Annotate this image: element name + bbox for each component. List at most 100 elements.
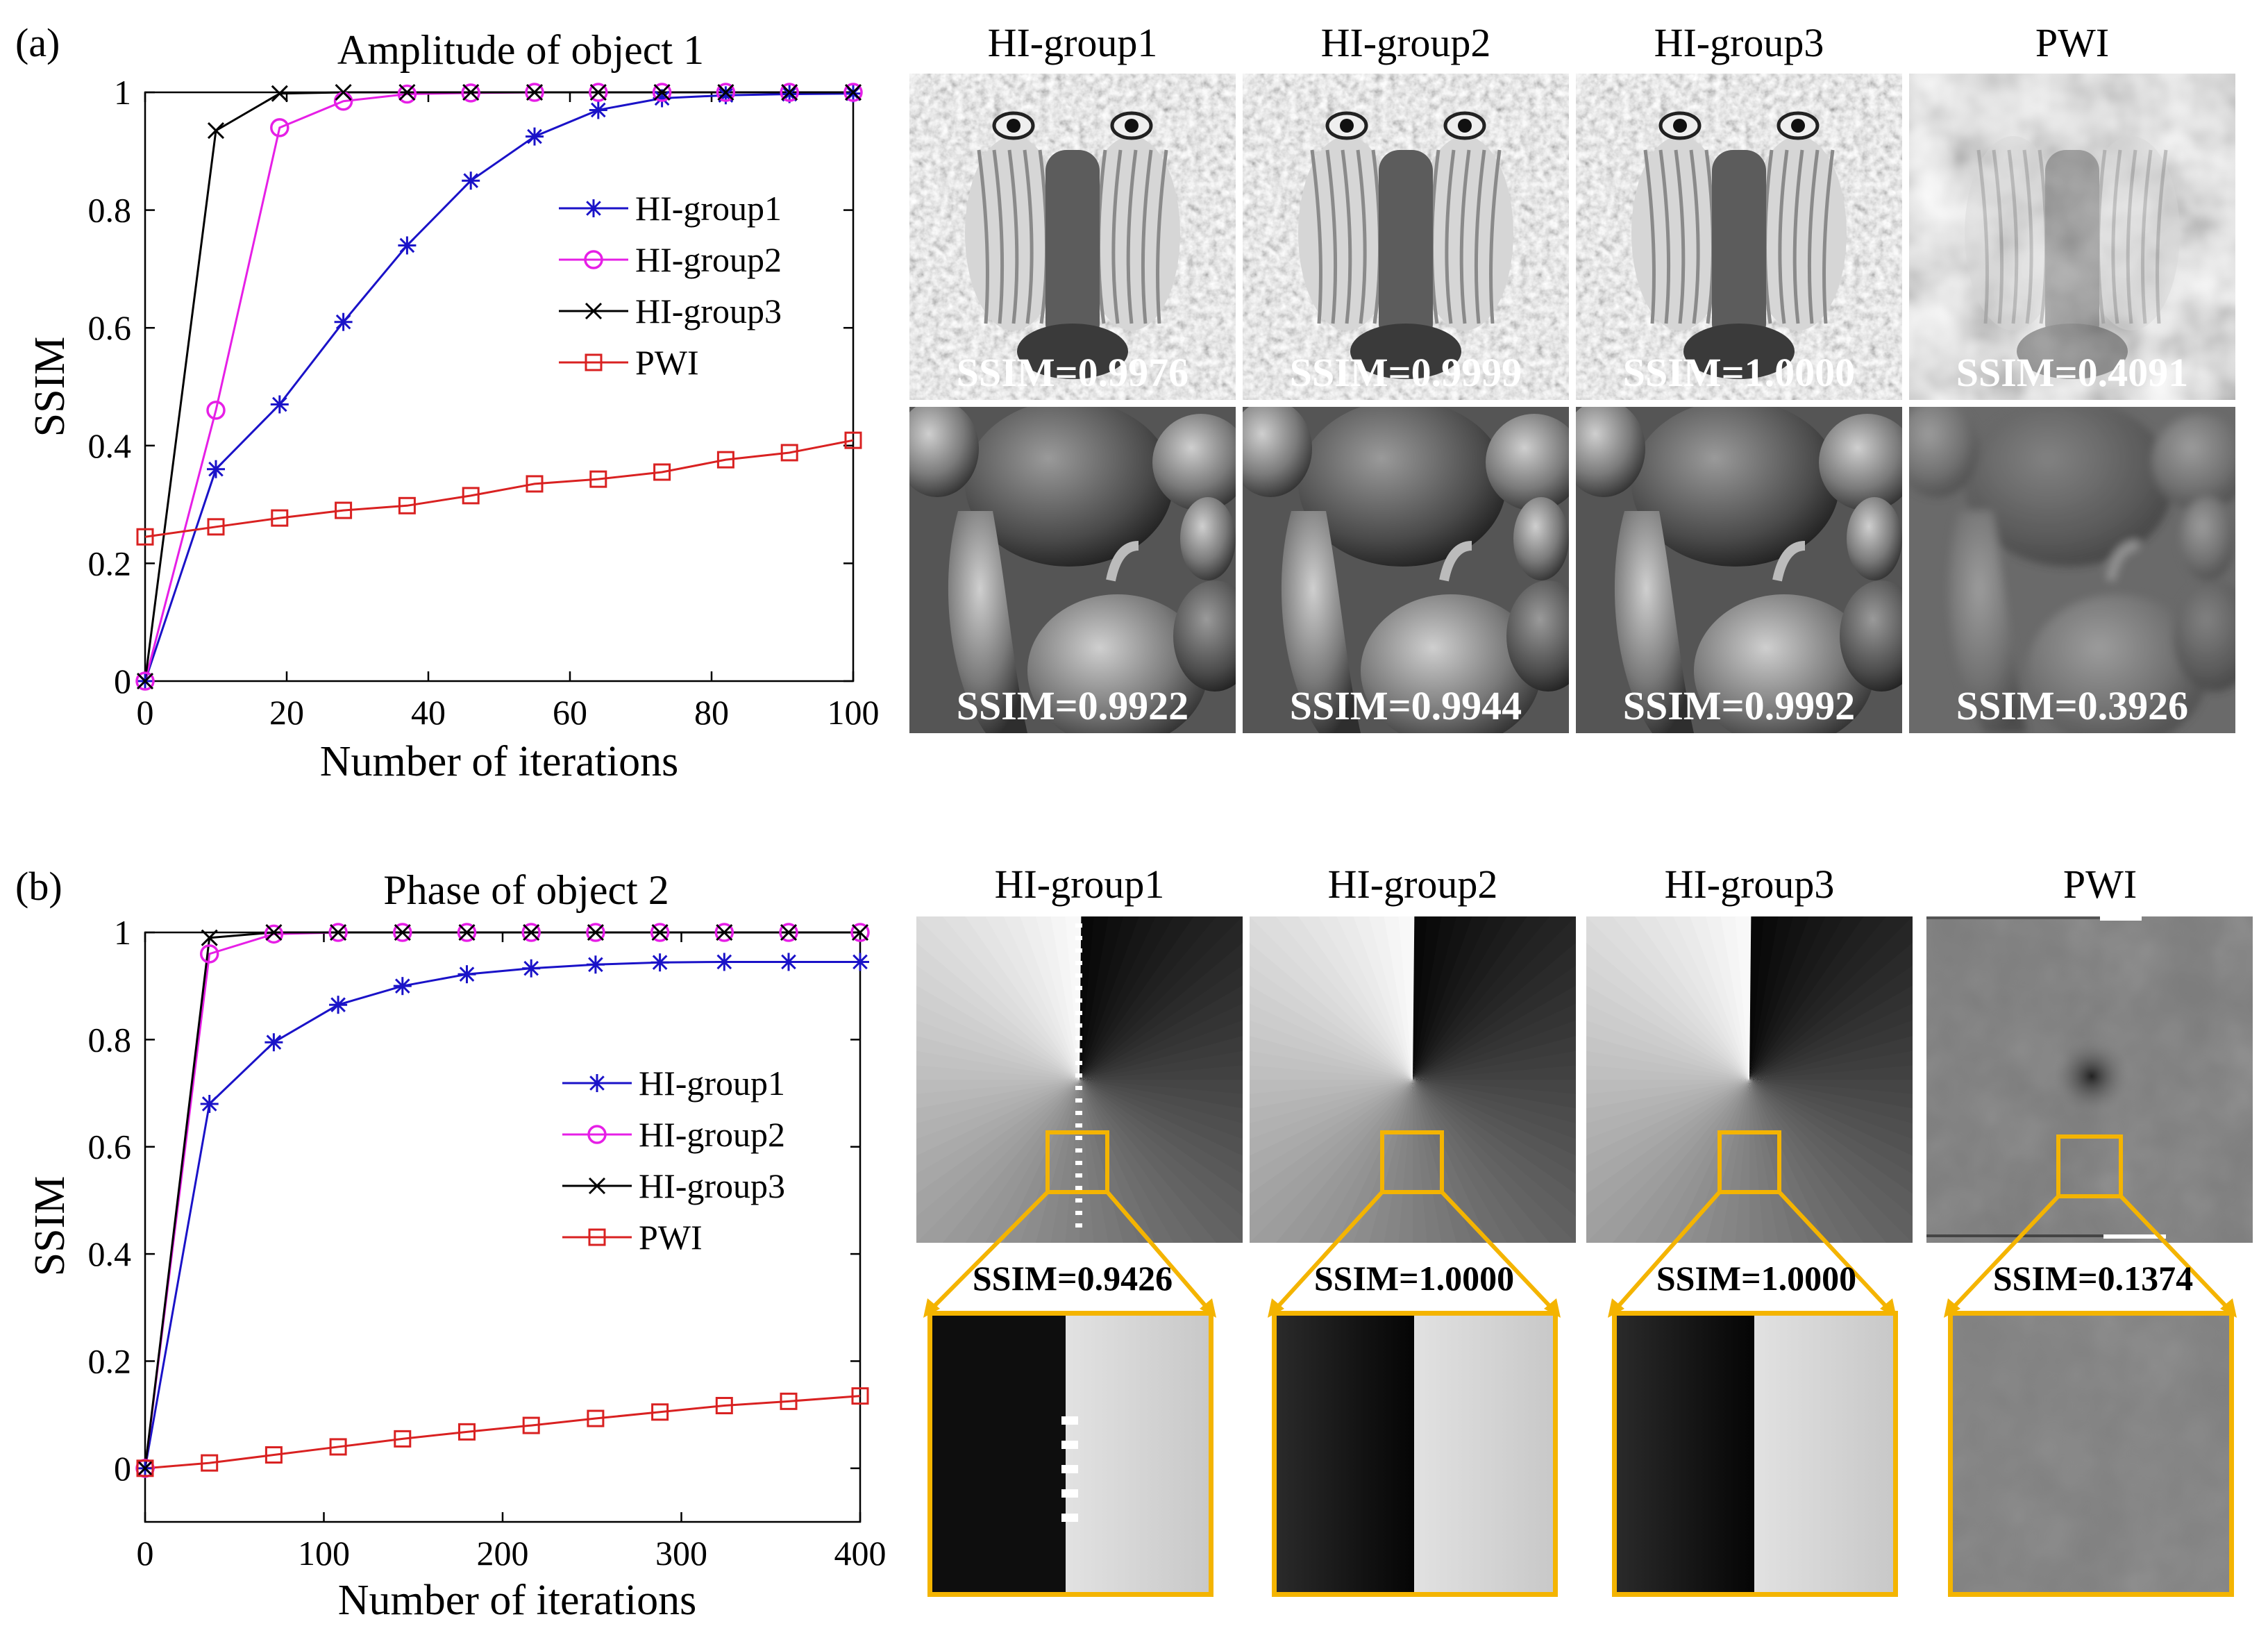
data-point-hi-group3 [781,83,798,101]
legend-item-hi-group2: HI-group2 [562,1115,785,1154]
ssim-value: SSIM=0.3926 [1956,683,2189,728]
zoom-region-marker [1380,1130,1444,1194]
x-tick-label: 100 [298,1534,350,1573]
data-point-hi-group1 [462,171,480,190]
data-point-hi-group2 [270,118,289,137]
data-point-hi-group1 [200,1094,219,1113]
data-point-hi-group2 [780,83,799,102]
data-point-hi-group1 [398,236,417,255]
phase-map-pwi-tile [1926,916,2253,1243]
data-point-hi-group2 [716,83,736,102]
data-point-pwi [844,431,862,449]
data-point-hi-group3 [458,923,476,941]
legend-label: HI-group1 [635,189,782,228]
data-point-hi-group1 [457,965,476,984]
ssim-value: SSIM=0.1374 [1992,1259,2194,1298]
legend-label: HI-group2 [635,240,782,279]
data-point-pwi [136,528,154,546]
data-point-pwi [716,451,734,469]
legend-marker [588,1177,606,1195]
chart-a-title: Amplitude of object 1 [337,27,704,73]
data-point-hi-group1 [522,959,541,978]
data-point-pwi [335,501,353,519]
phase-vortex [916,916,1243,1243]
chart-a-ylabel: SSIM [26,337,74,437]
peppers-image-tile: SSIM=0.9922 [909,407,1236,733]
series-line-hi-group1 [144,92,854,682]
y-tick-label: 1 [114,913,131,952]
ssim-value: SSIM=0.9426 [972,1259,1173,1298]
data-point-hi-group2 [457,923,477,942]
data-point-hi-group1 [264,1033,283,1052]
zoomed-phase-hi-group2 [1272,1311,1558,1597]
panel-b-col-title: HI-group1 [994,862,1165,907]
data-point-hi-group3 [653,83,671,101]
zoom-region-marker [1717,1130,1781,1194]
ssim-value: SSIM=1.0000 [1313,1259,1515,1298]
legend-marker [584,250,603,269]
panel-a-col-title: HI-group2 [1320,20,1491,65]
data-point-hi-group2 [521,923,541,942]
y-tick-label: 0.8 [88,191,132,230]
legend-label: HI-group1 [639,1064,785,1103]
y-tick-label: 0 [114,662,131,701]
zoomed-phase-pwi [1948,1311,2234,1597]
data-point-hi-group1 [270,395,289,414]
data-point-hi-group2 [850,923,870,942]
legend-item-hi-group2: HI-group2 [559,240,782,279]
data-point-pwi [715,1397,733,1415]
y-tick-label: 0.4 [88,1234,132,1273]
data-point-pwi [522,1416,540,1434]
data-point-pwi [394,1430,412,1448]
data-point-pwi [329,1438,347,1456]
legend-marker [588,1074,606,1092]
y-tick-label: 0.2 [88,1341,132,1380]
data-point-hi-group2 [264,924,284,944]
y-tick-label: 0.4 [88,426,132,465]
phase-vortex [1250,916,1576,1243]
x-tick-label: 80 [694,693,729,732]
x-tick-label: 60 [553,693,587,732]
data-point-hi-group2 [586,923,605,942]
legend-item-hi-group3: HI-group3 [562,1166,785,1205]
data-point-pwi [271,509,289,527]
series-line-pwi [144,439,854,538]
baboon-pwi-tile: SSIM=0.4091 [1909,74,2235,400]
data-point-hi-group3 [780,923,798,941]
legend-label: HI-group3 [635,292,782,330]
data-point-pwi [651,1403,669,1421]
legend-item-pwi: PWI [559,343,699,382]
ssim-value: SSIM=0.9976 [956,350,1189,395]
data-point-pwi [462,487,480,505]
data-point-hi-group3 [207,122,225,140]
data-point-hi-group1 [589,101,607,119]
series-line-hi-group1 [144,960,860,1469]
zoomed-phase-hi-group1 [927,1311,1213,1597]
peppers-image-tile: SSIM=0.9944 [1243,407,1569,733]
legend-label: PWI [639,1218,703,1257]
data-point-pwi [653,463,671,481]
data-point-hi-group3 [716,923,733,941]
data-point-hi-group3 [330,923,347,941]
data-point-hi-group1 [851,953,869,971]
x-tick-label: 20 [269,693,304,732]
legend-marker [585,353,603,371]
data-point-pwi [207,518,225,536]
legend-marker [588,1228,606,1246]
peppers-pwi-tile: SSIM=0.3926 [1909,407,2235,733]
data-point-hi-group2 [206,401,226,420]
x-tick-label: 200 [477,1534,529,1573]
data-point-hi-group2 [328,923,348,942]
phase-vortex [1586,916,1913,1243]
data-point-hi-group3 [651,923,669,941]
data-point-hi-group2 [652,83,672,102]
legend-marker [587,1125,607,1144]
phase-map-tile [1250,916,1576,1243]
data-point-hi-group1 [207,460,225,478]
legend-item-hi-group1: HI-group1 [559,189,782,228]
panel-b-col-title: HI-group2 [1327,862,1498,907]
data-point-pwi [526,475,544,493]
chart-a-amplitude-object-1: Amplitude of object 1 0 20 40 60 80 100 0 0.2 0… [26,27,880,785]
data-point-hi-group2 [393,923,412,942]
zoom-region-marker [2056,1134,2123,1198]
